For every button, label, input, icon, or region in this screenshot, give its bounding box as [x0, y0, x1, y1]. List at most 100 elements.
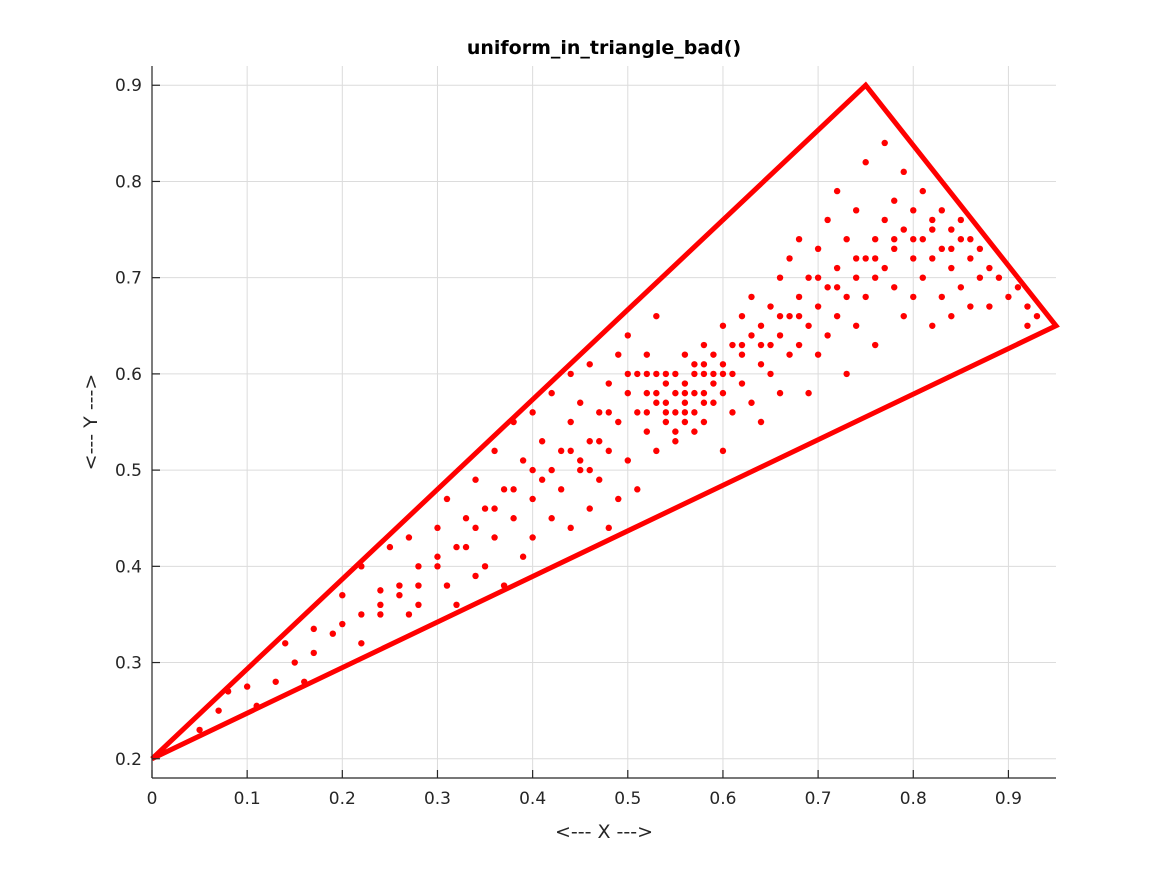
data-point	[919, 235, 926, 243]
data-point	[434, 563, 441, 570]
data-point	[891, 235, 898, 243]
data-point	[358, 640, 365, 647]
data-point	[900, 312, 907, 320]
data-point	[643, 409, 651, 416]
data-point	[577, 399, 584, 406]
data-point	[634, 409, 641, 416]
data-point	[900, 226, 907, 233]
y-tick-label: 0.8	[115, 172, 142, 192]
x-tick-label: 0.7	[805, 789, 832, 809]
data-point	[624, 332, 631, 339]
data-point	[500, 486, 508, 493]
data-point	[653, 399, 660, 406]
data-point	[681, 418, 689, 426]
data-point	[443, 582, 451, 589]
data-point	[529, 466, 536, 474]
data-point	[814, 274, 822, 281]
data-point	[805, 389, 812, 397]
data-point	[938, 245, 946, 253]
data-point	[481, 505, 489, 512]
data-point	[795, 341, 803, 349]
data-point	[862, 159, 869, 166]
data-point	[586, 466, 593, 474]
data-point	[881, 216, 888, 224]
data-point	[653, 389, 660, 397]
data-point	[405, 534, 413, 541]
data-point	[729, 341, 736, 349]
data-point	[910, 207, 917, 214]
data-point	[929, 216, 936, 224]
data-point	[700, 389, 708, 397]
data-point	[833, 187, 841, 195]
data-point	[700, 361, 708, 368]
data-point	[529, 534, 536, 541]
data-point	[776, 389, 784, 397]
data-point	[738, 341, 746, 349]
data-point	[891, 245, 898, 253]
data-point	[672, 428, 679, 435]
data-point	[643, 428, 651, 435]
data-point	[710, 351, 717, 358]
data-point	[948, 226, 955, 233]
data-point	[710, 380, 717, 387]
data-point	[443, 495, 451, 503]
data-point	[1024, 322, 1031, 329]
data-point	[282, 640, 289, 647]
y-tick-label: 0.9	[115, 76, 142, 96]
data-point	[577, 457, 584, 464]
data-point	[967, 255, 974, 262]
data-point	[710, 370, 717, 378]
data-point	[557, 486, 565, 493]
data-point	[681, 380, 689, 387]
data-point	[634, 370, 641, 378]
data-point	[986, 264, 993, 272]
data-point	[757, 322, 765, 329]
data-point	[1024, 303, 1031, 310]
data-point	[310, 649, 317, 657]
data-point	[795, 312, 803, 320]
data-point	[605, 447, 612, 455]
data-point	[653, 370, 660, 378]
data-point	[862, 255, 869, 262]
data-point	[272, 678, 279, 685]
data-point	[843, 235, 850, 243]
data-point	[415, 601, 422, 609]
data-point	[681, 399, 689, 406]
data-point	[634, 486, 641, 493]
x-tick-label: 0.9	[995, 789, 1022, 809]
data-point	[976, 245, 984, 253]
data-point	[662, 399, 670, 406]
data-point	[577, 466, 584, 474]
data-point	[596, 438, 603, 445]
data-point	[396, 582, 403, 589]
data-point	[872, 274, 879, 281]
data-point	[700, 341, 708, 349]
data-point	[805, 274, 812, 281]
data-point	[814, 245, 822, 253]
data-point	[596, 409, 603, 416]
data-point	[377, 587, 384, 594]
data-point	[681, 389, 689, 397]
chart-title: uniform_in_triangle_bad()	[467, 37, 741, 59]
data-point	[472, 572, 479, 580]
data-point	[881, 264, 888, 272]
data-point	[891, 284, 898, 291]
data-point	[691, 361, 698, 368]
data-point	[843, 370, 850, 378]
data-point	[567, 370, 574, 378]
data-point	[986, 303, 993, 310]
data-point	[795, 235, 803, 243]
data-point	[910, 255, 917, 262]
data-point	[767, 370, 774, 378]
data-point	[995, 274, 1003, 281]
data-point	[538, 476, 546, 483]
data-point	[872, 235, 879, 243]
data-point	[377, 611, 384, 618]
data-points	[196, 139, 1041, 734]
data-point	[538, 438, 546, 445]
data-point	[529, 409, 536, 416]
data-point	[643, 389, 651, 397]
data-point	[510, 486, 517, 493]
data-point	[929, 255, 936, 262]
data-point	[776, 332, 784, 339]
